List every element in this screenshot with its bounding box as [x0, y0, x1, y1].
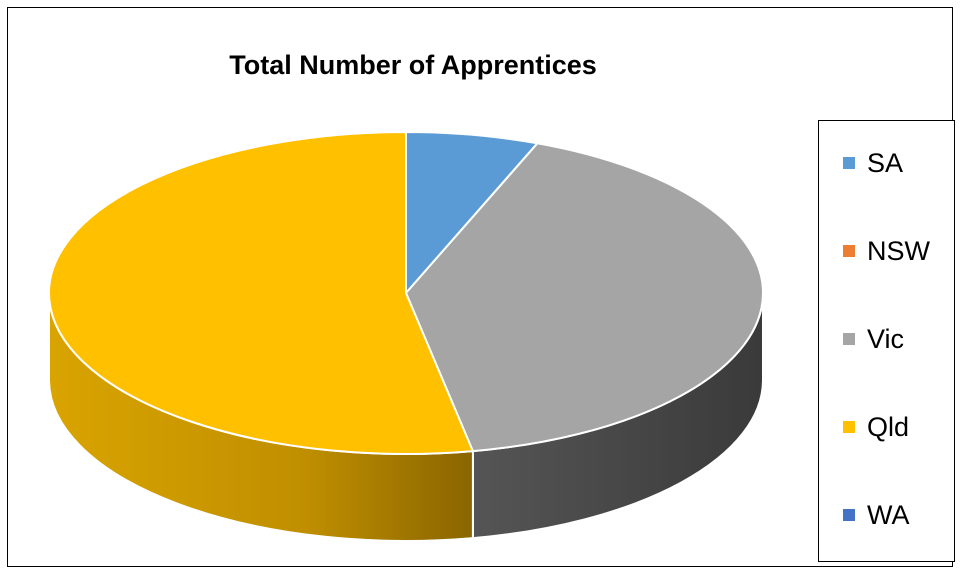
chart-title: Total Number of Apprentices [229, 50, 597, 80]
legend-swatch-nsw [843, 245, 855, 257]
legend-label-wa: WA [867, 500, 910, 530]
legend-label-nsw: NSW [867, 236, 930, 266]
legend-swatch-wa [843, 509, 855, 521]
legend-label-qld: Qld [867, 412, 910, 442]
pie-slice-qld [48, 131, 474, 455]
legend-item-wa: WA [843, 495, 910, 535]
legend-label-vic: Vic [867, 324, 905, 354]
legend-swatch-sa [843, 157, 855, 169]
legend-item-sa: SA [843, 143, 903, 183]
legend-item-nsw: NSW [843, 231, 930, 271]
chart-frame: Total Number of Apprentices SA NSW [7, 7, 955, 567]
legend: SA NSW Vic Qld WA [818, 120, 955, 562]
pie-chart [48, 131, 764, 542]
pie-slice-sa [405, 131, 539, 294]
legend-swatch-vic [843, 333, 855, 345]
legend-swatch-qld [843, 421, 855, 433]
legend-item-qld: Qld [843, 407, 909, 447]
pie-slice-vic [405, 142, 764, 453]
legend-item-vic: Vic [843, 319, 904, 359]
legend-label-sa: SA [867, 148, 904, 178]
